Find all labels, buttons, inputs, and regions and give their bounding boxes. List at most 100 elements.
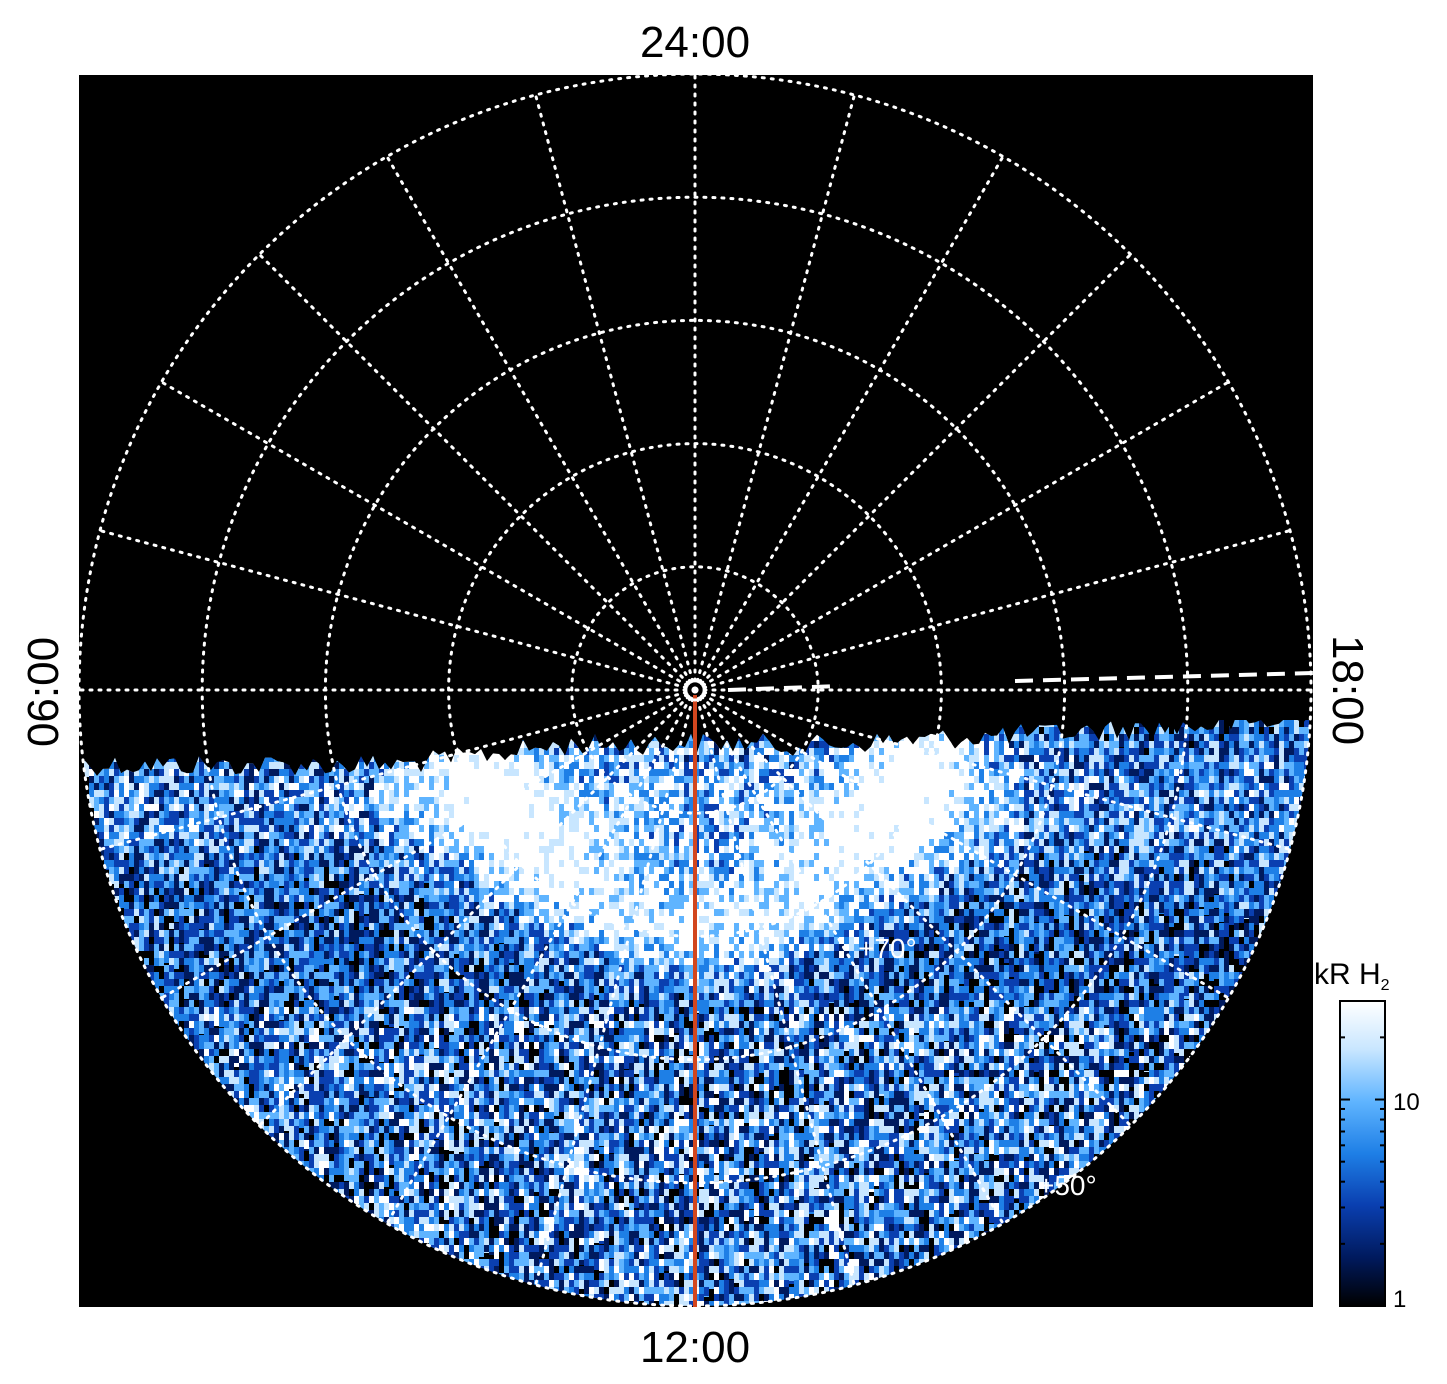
emission-pixel <box>309 769 314 780</box>
emission-pixel <box>669 748 674 759</box>
emission-pixel <box>89 783 94 790</box>
emission-pixel <box>1049 734 1054 747</box>
emission-pixel <box>1034 748 1039 759</box>
emission-pixel <box>1084 811 1089 818</box>
emission-pixel <box>954 755 959 762</box>
emission-pixel <box>474 762 479 775</box>
emission-pixel <box>1139 762 1144 773</box>
emission-pixel <box>1234 727 1239 737</box>
emission-pixel <box>634 776 639 784</box>
emission-pixel <box>324 769 329 777</box>
emission-pixel <box>604 762 609 771</box>
emission-pixel <box>954 825 959 833</box>
emission-pixel <box>924 755 929 765</box>
emission-pixel <box>389 853 394 861</box>
emission-pixel <box>1014 762 1019 770</box>
emission-pixel <box>1279 755 1284 764</box>
emission-pixel <box>1154 790 1159 797</box>
emission-pixel <box>699 762 704 775</box>
emission-pixel <box>914 748 919 758</box>
emission-pixel <box>414 769 419 776</box>
emission-pixel <box>1249 818 1254 825</box>
emission-pixel <box>899 741 904 754</box>
emission-pixel <box>609 755 614 767</box>
emission-pixel <box>209 818 214 826</box>
emission-pixel <box>949 755 954 762</box>
emission-pixel <box>1294 797 1299 804</box>
emission-pixel <box>969 741 974 749</box>
emission-pixel <box>509 762 514 770</box>
emission-pixel <box>649 755 654 766</box>
emission-pixel <box>1184 755 1189 763</box>
emission-pixel <box>929 755 934 762</box>
emission-pixel <box>709 860 714 867</box>
emission-pixel <box>739 748 744 756</box>
emission-pixel <box>1219 727 1224 738</box>
emission-pixel <box>1254 825 1259 832</box>
emission-pixel <box>979 832 984 839</box>
emission-pixel <box>724 846 729 853</box>
emission-pixel <box>1084 727 1089 740</box>
emission-pixel <box>1089 748 1094 758</box>
emission-pixel <box>1144 832 1149 839</box>
emission-pixel <box>1249 741 1254 750</box>
emission-pixel <box>704 762 709 770</box>
emission-pixel <box>979 776 984 784</box>
emission-pixel <box>859 818 864 825</box>
emission-pixel <box>224 776 229 783</box>
emission-pixel <box>529 769 534 778</box>
emission-pixel <box>1119 755 1124 766</box>
emission-pixel <box>589 846 594 854</box>
emission-pixel <box>1104 748 1109 760</box>
emission-pixel <box>434 762 439 773</box>
emission-pixel <box>974 832 979 840</box>
emission-pixel <box>1219 734 1224 741</box>
emission-pixel <box>1184 727 1189 735</box>
emission-pixel <box>124 769 129 776</box>
emission-pixel <box>889 748 894 760</box>
emission-pixel <box>1169 741 1174 748</box>
emission-pixel <box>229 769 234 778</box>
emission-pixel <box>1079 762 1084 770</box>
emission-pixel <box>529 804 534 812</box>
emission-pixel <box>1184 846 1189 854</box>
emission-pixel <box>684 776 689 784</box>
emission-pixel <box>624 811 629 818</box>
emission-pixel <box>1254 769 1259 777</box>
emission-pixel <box>654 776 659 784</box>
emission-pixel <box>724 832 729 839</box>
emission-pixel <box>724 818 729 826</box>
emission-pixel <box>249 860 254 868</box>
emission-pixel <box>1034 818 1039 826</box>
emission-pixel <box>1209 783 1214 790</box>
emission-pixel <box>269 769 274 777</box>
emission-pixel <box>619 839 624 846</box>
emission-pixel <box>364 811 369 819</box>
emission-pixel <box>1069 804 1074 812</box>
emission-pixel <box>564 762 569 772</box>
emission-pixel <box>139 839 144 846</box>
emission-pixel <box>759 769 764 777</box>
emission-pixel <box>979 804 984 811</box>
emission-pixel <box>1209 804 1214 811</box>
emission-pixel <box>659 839 664 847</box>
emission-pixel <box>684 797 689 805</box>
emission-pixel <box>1069 825 1074 832</box>
emission-pixel <box>449 818 454 825</box>
emission-pixel <box>1264 755 1269 768</box>
emission-pixel <box>244 832 249 840</box>
emission-pixel <box>1214 797 1219 805</box>
emission-pixel <box>1134 853 1139 860</box>
emission-pixel <box>679 741 684 752</box>
emission-pixel <box>564 832 569 840</box>
emission-pixel <box>1154 825 1159 833</box>
emission-pixel <box>784 762 789 772</box>
emission-pixel <box>954 748 959 758</box>
emission-pixel <box>1224 839 1229 846</box>
emission-pixel <box>699 741 704 749</box>
emission-pixel <box>1024 741 1029 753</box>
emission-pixel <box>1159 797 1164 805</box>
emission-pixel <box>884 769 889 780</box>
emission-pixel <box>569 762 574 774</box>
emission-pixel <box>1079 741 1084 752</box>
